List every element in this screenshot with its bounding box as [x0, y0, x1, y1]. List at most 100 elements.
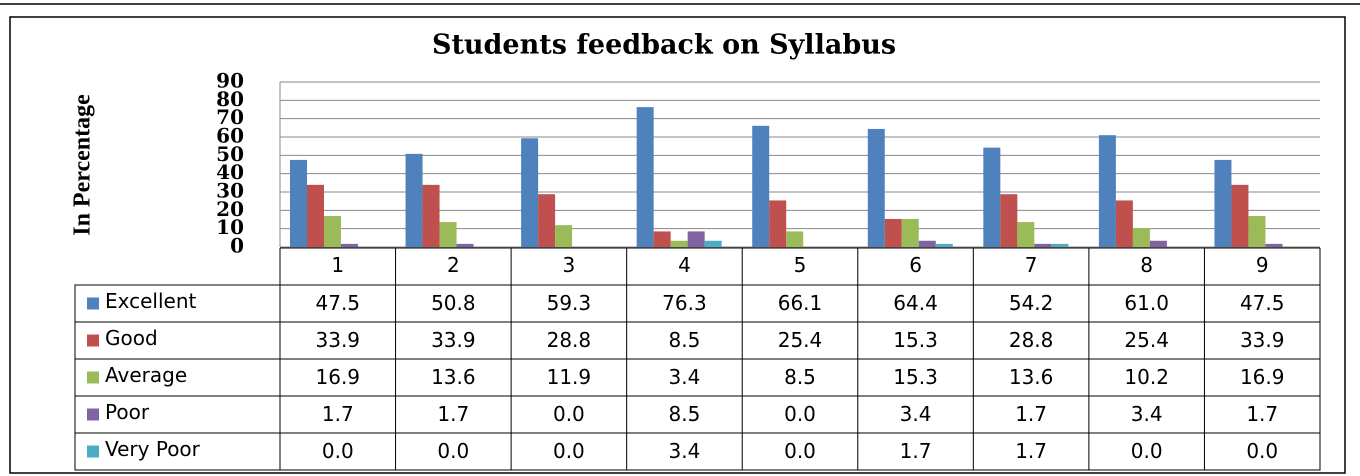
bar: [307, 184, 324, 247]
table-cell: 33.9: [431, 328, 476, 352]
bar: [1214, 159, 1232, 247]
bar: [884, 218, 902, 247]
chart-frame: [9, 16, 1346, 474]
bar: [1115, 200, 1133, 247]
legend-label: Average: [105, 363, 187, 387]
x-tick-label: 2: [447, 253, 460, 277]
y-tick-label: 10: [216, 215, 244, 239]
table-cell: 61.0: [1124, 291, 1169, 315]
table-cell: 76.3: [662, 291, 707, 315]
bar: [1034, 243, 1052, 247]
table-cell: 15.3: [893, 328, 938, 352]
table-cell: 64.4: [893, 291, 938, 315]
bar: [636, 107, 654, 247]
bar: [555, 225, 573, 247]
bar: [704, 240, 722, 247]
bar: [324, 216, 341, 247]
x-tick-label: 8: [1140, 253, 1153, 277]
bar: [786, 231, 804, 247]
y-tick-label: 20: [216, 197, 244, 221]
table-cell: 13.6: [1009, 365, 1054, 389]
table-cell: 47.5: [1240, 291, 1285, 315]
bar: [456, 243, 474, 247]
table-cell: 8.5: [784, 365, 816, 389]
legend-swatch: [87, 371, 99, 384]
table-cell: 25.4: [778, 328, 823, 352]
table-cell: 10.2: [1124, 365, 1169, 389]
table-cell: 0.0: [553, 402, 585, 426]
table-cell: 28.8: [547, 328, 592, 352]
table-cell: 59.3: [547, 291, 592, 315]
table-cell: 11.9: [547, 365, 592, 389]
y-tick-label: 80: [216, 87, 244, 111]
bar: [1149, 240, 1167, 247]
table-cell: 1.7: [1246, 402, 1278, 426]
x-tick-label: 1: [331, 253, 344, 277]
chart-title: Students feedback on Syllabus: [432, 30, 896, 61]
table-cell: 0.0: [1131, 439, 1163, 463]
x-tick-label: 5: [794, 253, 807, 277]
table-cell: 8.5: [669, 328, 701, 352]
table-cell: 3.4: [669, 365, 701, 389]
table-cell: 8.5: [669, 402, 701, 426]
bar: [867, 128, 885, 247]
bar: [1051, 243, 1069, 247]
legend-swatch: [87, 445, 99, 458]
bar: [670, 240, 688, 247]
bar: [1231, 184, 1249, 247]
bar: [521, 138, 539, 247]
bar: [422, 184, 440, 247]
bar: [290, 159, 307, 247]
table-cell: 33.9: [1240, 328, 1285, 352]
table-cell: 1.7: [437, 402, 469, 426]
bar: [405, 153, 423, 247]
table-cell: 16.9: [1240, 365, 1285, 389]
y-tick-label: 90: [216, 69, 244, 93]
table-cell: 0.0: [437, 439, 469, 463]
x-tick-label: 6: [909, 253, 922, 277]
x-tick-label: 7: [1025, 253, 1038, 277]
bar: [1098, 135, 1116, 247]
bar: [1132, 228, 1150, 247]
y-axis-label: In Percentage: [70, 94, 96, 236]
legend-label: Good: [105, 326, 158, 350]
bar: [1265, 243, 1283, 247]
table-cell: 50.8: [431, 291, 476, 315]
bar: [935, 243, 953, 247]
table-cell: 1.7: [900, 439, 932, 463]
y-tick-label: 0: [230, 234, 244, 258]
legend-label: Excellent: [105, 289, 197, 313]
table-cell: 33.9: [316, 328, 361, 352]
table-cell: 66.1: [778, 291, 823, 315]
legend-label: Poor: [105, 400, 150, 424]
x-tick-label: 9: [1256, 253, 1269, 277]
table-cell: 16.9: [316, 365, 361, 389]
table-cell: 54.2: [1009, 291, 1054, 315]
bar: [1017, 222, 1035, 247]
table-cell: 3.4: [1131, 402, 1163, 426]
x-tick-label: 3: [563, 253, 576, 277]
legend-swatch: [87, 408, 99, 421]
y-tick-label: 60: [216, 124, 244, 148]
legend-swatch: [87, 297, 99, 310]
bar: [653, 231, 671, 247]
x-tick-label: 4: [678, 253, 691, 277]
table-cell: 1.7: [1015, 402, 1047, 426]
y-tick-label: 30: [216, 179, 244, 203]
bar: [918, 240, 936, 247]
table-cell: 0.0: [784, 439, 816, 463]
table-cell: 1.7: [322, 402, 354, 426]
bar: [439, 222, 457, 247]
table-cell: 0.0: [1246, 439, 1278, 463]
bar: [752, 125, 770, 247]
table-cell: 25.4: [1124, 328, 1169, 352]
table-cell: 3.4: [900, 402, 932, 426]
y-tick-label: 70: [216, 105, 244, 129]
bar: [1248, 216, 1266, 247]
table-cell: 3.4: [669, 439, 701, 463]
table-cell: 15.3: [893, 365, 938, 389]
y-tick-label: 50: [216, 142, 244, 166]
legend-swatch: [87, 334, 99, 347]
bar: [769, 200, 787, 247]
